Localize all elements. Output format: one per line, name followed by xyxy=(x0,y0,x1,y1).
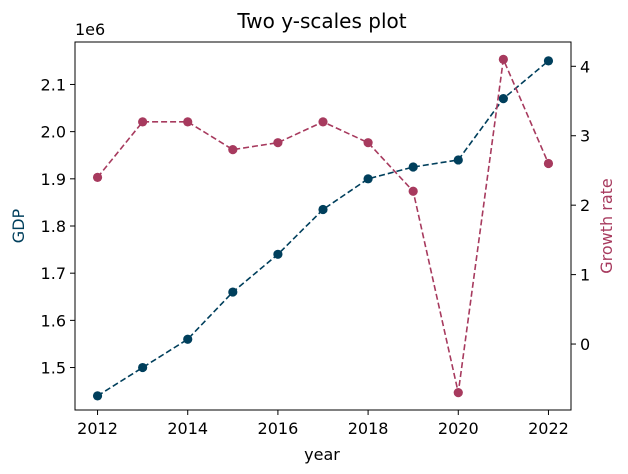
chart-title: Two y-scales plot xyxy=(236,9,406,33)
x-axis-label: year xyxy=(304,445,340,464)
series-left-point xyxy=(273,249,283,259)
left-tick-label: 1.6 xyxy=(41,311,66,330)
series-right-line xyxy=(96,56,550,393)
x-tick-label: 2016 xyxy=(258,419,299,438)
series-left-point xyxy=(498,94,508,104)
left-tick-label: 2.0 xyxy=(41,123,66,142)
series-left-point xyxy=(543,56,554,66)
series-right-point xyxy=(498,54,508,64)
series-right-point xyxy=(183,117,193,127)
left-tick-label: 1.8 xyxy=(41,217,66,236)
chart-marks: 2012 2014 2016 2018 2020 20221.51.61.71.81.92… xyxy=(41,41,590,438)
series-left-point xyxy=(363,174,373,184)
series-left-point xyxy=(318,204,328,215)
series-left-point xyxy=(228,287,238,297)
series-right-point xyxy=(363,138,373,148)
right-tick-label: 0 xyxy=(580,335,590,354)
series-right-point xyxy=(228,145,238,155)
left-axis-label: GDP xyxy=(9,208,28,243)
x-tick-label: 2014 xyxy=(167,419,208,438)
series-right-point xyxy=(543,158,554,169)
right-tick-label: 4 xyxy=(580,57,590,76)
series-right-point xyxy=(408,186,418,196)
series-left-point xyxy=(183,334,193,344)
left-tick-label: 1.5 xyxy=(41,359,66,378)
x-tick-label: 2020 xyxy=(438,419,479,438)
x-tick-label: 2018 xyxy=(348,419,389,438)
series-right-point xyxy=(138,117,148,127)
series-right-point xyxy=(273,138,283,148)
left-tick-label: 1.7 xyxy=(41,264,66,283)
left-tick-label: 2.1 xyxy=(41,75,66,94)
right-tick-label: 3 xyxy=(580,127,590,146)
series-left-point xyxy=(453,155,463,165)
left-axis-offset-text: 1e6 xyxy=(75,20,105,39)
series-left-line xyxy=(97,60,549,397)
series-right-point xyxy=(318,117,328,127)
series-right-point xyxy=(92,172,103,182)
series-left-point xyxy=(408,162,418,172)
right-axis-label: Growth rate xyxy=(597,178,616,274)
x-tick-label: 2022 xyxy=(528,419,569,438)
x-tick-label: 2012 xyxy=(77,419,118,438)
series-left-point xyxy=(138,362,148,373)
plot-frame xyxy=(74,41,572,411)
series-left-point xyxy=(92,391,103,401)
right-tick-label: 2 xyxy=(580,196,590,215)
series-right-point xyxy=(453,388,463,398)
left-tick-label: 1.9 xyxy=(41,170,66,189)
right-tick-label: 1 xyxy=(580,266,590,285)
